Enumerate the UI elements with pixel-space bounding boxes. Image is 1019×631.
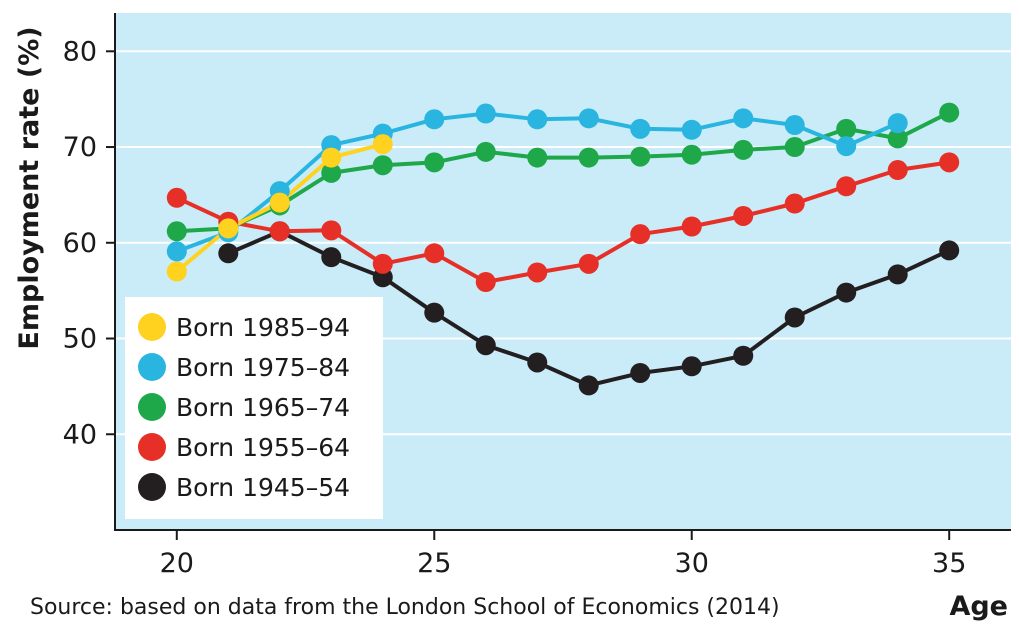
data-point-born-1955-64-age-29 bbox=[630, 224, 651, 245]
y-tick-label-60: 60 bbox=[63, 228, 97, 259]
data-point-born-1965-74-age-20 bbox=[166, 221, 187, 242]
data-point-born-1975-84-age-30 bbox=[681, 119, 702, 140]
source-note: Source: based on data from the London Sc… bbox=[30, 595, 780, 620]
x-tick-label-25: 25 bbox=[417, 548, 451, 579]
legend-label-born-1955-64: Born 1955–64 bbox=[176, 433, 350, 462]
data-point-born-1975-84-age-25 bbox=[424, 109, 445, 130]
data-point-born-1975-84-age-20 bbox=[166, 241, 187, 262]
data-point-born-1965-74-age-27 bbox=[527, 147, 548, 168]
data-point-born-1945-54-age-25 bbox=[424, 302, 445, 323]
data-point-born-1955-64-age-24 bbox=[372, 253, 393, 274]
x-tick-label-30: 30 bbox=[675, 548, 709, 579]
legend-box bbox=[125, 297, 383, 519]
series-line-born-1955-64 bbox=[175, 160, 950, 284]
data-point-born-1965-74-age-31 bbox=[733, 139, 754, 160]
data-point-born-1965-74-age-33 bbox=[836, 118, 857, 139]
data-point-born-1985-94-age-20 bbox=[166, 261, 187, 282]
data-point-born-1955-64-age-30 bbox=[681, 216, 702, 237]
x-tick-label-35: 35 bbox=[932, 548, 966, 579]
data-point-born-1945-54-age-23 bbox=[321, 247, 342, 268]
data-point-born-1945-54-age-26 bbox=[475, 335, 496, 356]
data-point-born-1975-84-age-28 bbox=[578, 108, 599, 129]
legend-label-born-1985-94: Born 1985–94 bbox=[176, 313, 350, 342]
data-point-born-1955-64-age-35 bbox=[939, 152, 960, 173]
data-point-born-1965-74-age-30 bbox=[681, 144, 702, 165]
data-point-born-1945-54-age-31 bbox=[733, 345, 754, 366]
data-point-born-1945-54-age-35 bbox=[939, 240, 960, 261]
data-point-born-1945-54-age-33 bbox=[836, 282, 857, 303]
data-point-born-1965-74-age-23 bbox=[321, 162, 342, 183]
data-point-born-1975-84-age-31 bbox=[733, 108, 754, 129]
data-point-born-1965-74-age-32 bbox=[784, 137, 805, 158]
data-point-born-1955-64-age-25 bbox=[424, 243, 445, 264]
data-point-born-1955-64-age-31 bbox=[733, 205, 754, 226]
data-point-born-1945-54-age-29 bbox=[630, 362, 651, 383]
data-point-born-1965-74-age-29 bbox=[630, 146, 651, 167]
data-point-born-1955-64-age-20 bbox=[166, 187, 187, 208]
legend-label-born-1965-74: Born 1965–74 bbox=[176, 393, 350, 422]
series-line-born-1965-74 bbox=[176, 110, 951, 234]
data-point-born-1985-94-age-21 bbox=[218, 218, 239, 239]
legend-label-born-1945-54: Born 1945–54 bbox=[176, 473, 350, 502]
y-tick-label-40: 40 bbox=[63, 419, 97, 450]
data-point-born-1955-64-age-33 bbox=[836, 176, 857, 197]
data-point-born-1965-74-age-24 bbox=[372, 155, 393, 176]
data-point-born-1975-84-age-29 bbox=[630, 118, 651, 139]
legend-marker-born-1965-74 bbox=[138, 393, 166, 421]
legend-marker-born-1945-54 bbox=[138, 473, 166, 501]
data-point-born-1955-64-age-26 bbox=[475, 272, 496, 293]
legend-marker-born-1975-84 bbox=[138, 353, 166, 381]
legend-marker-born-1985-94 bbox=[138, 313, 166, 341]
y-tick-label-70: 70 bbox=[63, 132, 97, 163]
data-point-born-1965-74-age-28 bbox=[578, 147, 599, 168]
data-point-born-1945-54-age-30 bbox=[681, 356, 702, 377]
data-point-born-1985-94-age-23 bbox=[321, 147, 342, 168]
data-point-born-1945-54-age-32 bbox=[784, 307, 805, 328]
data-point-born-1975-84-age-27 bbox=[527, 109, 548, 130]
axes: 40 50 60 70 80 20 25 30 35 bbox=[63, 13, 1011, 579]
data-point-born-1955-64-age-28 bbox=[578, 253, 599, 274]
data-point-born-1955-64-age-32 bbox=[784, 193, 805, 214]
data-point-born-1975-84-age-34 bbox=[887, 113, 908, 134]
data-point-born-1945-54-age-21 bbox=[218, 243, 239, 264]
y-tick-label-50: 50 bbox=[63, 324, 97, 355]
legend: Born 1985–94 Born 1975–84 Born 1965–74 Born… bbox=[125, 297, 383, 519]
data-point-born-1945-54-age-27 bbox=[527, 352, 548, 373]
data-point-born-1975-84-age-32 bbox=[784, 115, 805, 136]
legend-marker-born-1955-64 bbox=[138, 433, 166, 461]
data-point-born-1965-74-age-26 bbox=[475, 141, 496, 162]
x-tick-label-20: 20 bbox=[160, 548, 194, 579]
data-point-born-1955-64-age-22 bbox=[269, 221, 290, 242]
data-point-born-1945-54-age-34 bbox=[887, 264, 908, 285]
x-axis-label: Age bbox=[949, 591, 1008, 622]
y-tick-label-80: 80 bbox=[63, 36, 97, 67]
series-points bbox=[166, 102, 960, 396]
data-point-born-1975-84-age-33 bbox=[836, 136, 857, 157]
data-point-born-1985-94-age-24 bbox=[372, 134, 393, 155]
data-point-born-1965-74-age-34 bbox=[887, 128, 908, 149]
data-point-born-1955-64-age-34 bbox=[887, 160, 908, 181]
data-point-born-1965-74-age-35 bbox=[939, 102, 960, 123]
data-point-born-1955-64-age-27 bbox=[527, 262, 548, 283]
data-point-born-1985-94-age-22 bbox=[269, 192, 290, 213]
data-point-born-1955-64-age-23 bbox=[321, 220, 342, 241]
data-point-born-1965-74-age-25 bbox=[424, 152, 445, 173]
legend-label-born-1975-84: Born 1975–84 bbox=[176, 353, 350, 382]
data-point-born-1975-84-age-26 bbox=[475, 103, 496, 124]
data-point-born-1945-54-age-28 bbox=[578, 375, 599, 396]
y-axis-label: Employment rate (%) bbox=[14, 26, 45, 349]
